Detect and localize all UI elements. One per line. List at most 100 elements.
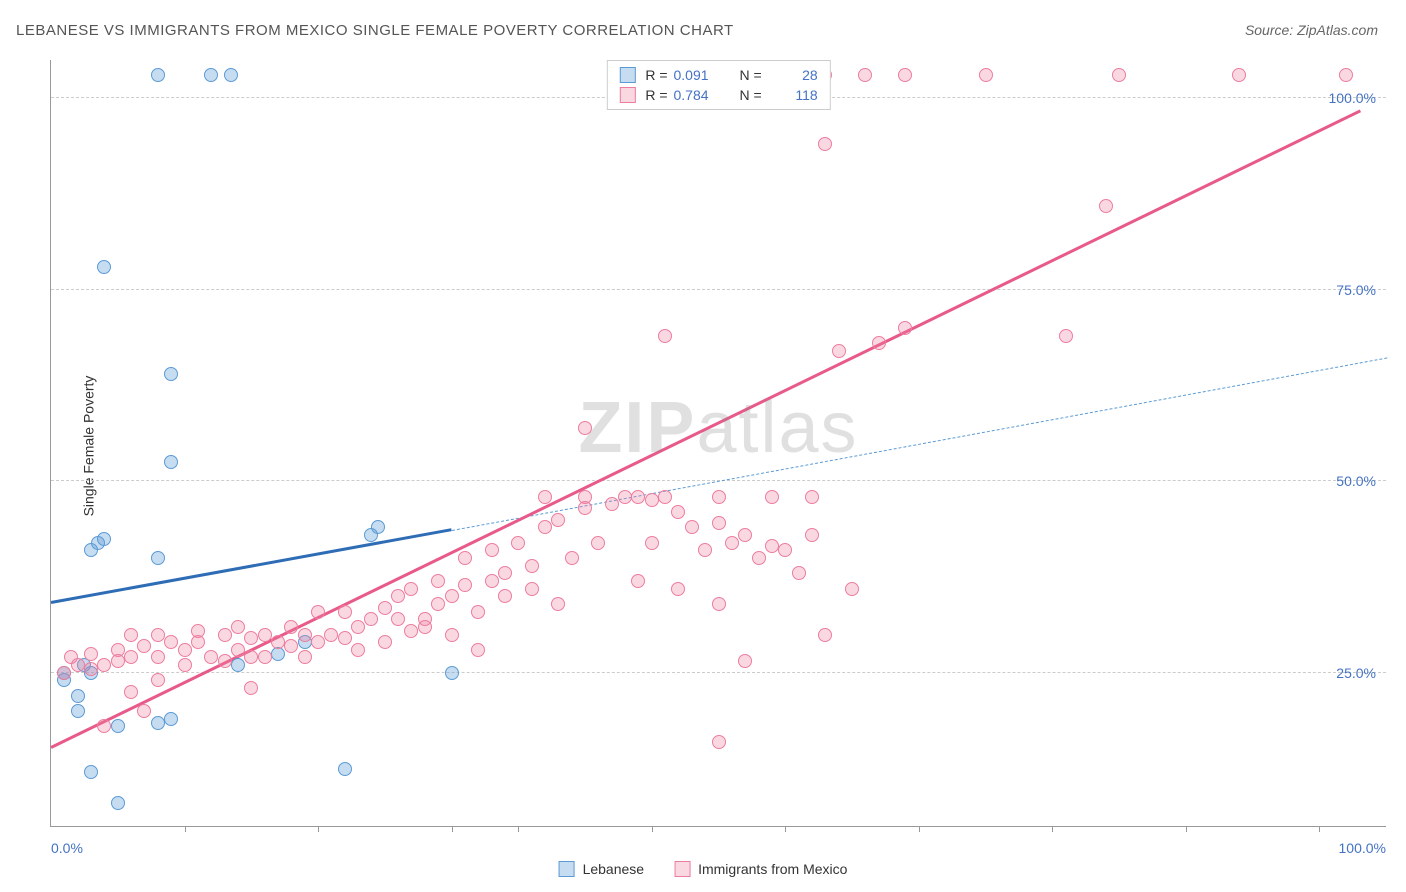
- scatter-point: [84, 543, 98, 557]
- legend-n-label: N =: [740, 67, 762, 83]
- scatter-point: [818, 628, 832, 642]
- scatter-point: [471, 643, 485, 657]
- scatter-point: [71, 704, 85, 718]
- scatter-point: [538, 520, 552, 534]
- y-tick-label: 25.0%: [1336, 665, 1376, 681]
- scatter-point: [271, 635, 285, 649]
- chart-container: LEBANESE VS IMMIGRANTS FROM MEXICO SINGL…: [0, 0, 1406, 892]
- scatter-point: [164, 635, 178, 649]
- scatter-point: [151, 628, 165, 642]
- scatter-point: [765, 490, 779, 504]
- legend-r-label: R =: [645, 87, 667, 103]
- x-tick: [1319, 826, 1320, 832]
- scatter-point: [485, 543, 499, 557]
- scatter-point: [244, 631, 258, 645]
- series-legend: Lebanese Immigrants from Mexico: [559, 861, 848, 877]
- scatter-point: [805, 490, 819, 504]
- scatter-point: [178, 658, 192, 672]
- scatter-point: [712, 597, 726, 611]
- scatter-point: [258, 628, 272, 642]
- scatter-point: [471, 605, 485, 619]
- scatter-point: [898, 68, 912, 82]
- scatter-point: [525, 559, 539, 573]
- scatter-point: [244, 681, 258, 695]
- scatter-point: [898, 321, 912, 335]
- scatter-point: [431, 597, 445, 611]
- scatter-point: [124, 685, 138, 699]
- scatter-point: [1232, 68, 1246, 82]
- scatter-point: [591, 536, 605, 550]
- scatter-point: [364, 612, 378, 626]
- legend-label-lebanese: Lebanese: [583, 861, 645, 877]
- x-tick: [785, 826, 786, 832]
- scatter-point: [498, 589, 512, 603]
- x-tick: [318, 826, 319, 832]
- scatter-point: [712, 735, 726, 749]
- scatter-point: [298, 628, 312, 642]
- scatter-point: [565, 551, 579, 565]
- scatter-point: [1112, 68, 1126, 82]
- scatter-point: [84, 647, 98, 661]
- legend-item-mexico: Immigrants from Mexico: [674, 861, 847, 877]
- scatter-point: [231, 620, 245, 634]
- scatter-point: [338, 762, 352, 776]
- scatter-point: [631, 490, 645, 504]
- x-tick-label: 0.0%: [51, 840, 83, 856]
- scatter-point: [97, 719, 111, 733]
- scatter-point: [124, 650, 138, 664]
- scatter-point: [204, 650, 218, 664]
- legend-n-value-lebanese: 28: [768, 67, 818, 83]
- x-tick: [518, 826, 519, 832]
- scatter-point: [84, 765, 98, 779]
- scatter-point: [71, 689, 85, 703]
- scatter-point: [431, 574, 445, 588]
- gridline: [51, 672, 1386, 673]
- scatter-point: [498, 566, 512, 580]
- watermark-bold: ZIP: [578, 388, 696, 468]
- scatter-point: [378, 635, 392, 649]
- scatter-point: [151, 551, 165, 565]
- scatter-point: [137, 704, 151, 718]
- scatter-point: [151, 673, 165, 687]
- scatter-point: [1099, 199, 1113, 213]
- scatter-point: [445, 666, 459, 680]
- scatter-point: [371, 520, 385, 534]
- scatter-point: [698, 543, 712, 557]
- legend-swatch-lebanese-icon: [559, 861, 575, 877]
- legend-swatch-mexico: [619, 87, 635, 103]
- scatter-point: [645, 493, 659, 507]
- scatter-point: [725, 536, 739, 550]
- scatter-point: [178, 643, 192, 657]
- scatter-point: [351, 643, 365, 657]
- legend-swatch-lebanese: [619, 67, 635, 83]
- scatter-point: [738, 528, 752, 542]
- scatter-point: [605, 497, 619, 511]
- legend-r-value-lebanese: 0.091: [674, 67, 724, 83]
- scatter-point: [284, 639, 298, 653]
- scatter-point: [1339, 68, 1353, 82]
- scatter-point: [671, 582, 685, 596]
- legend-n-label: N =: [740, 87, 762, 103]
- scatter-point: [64, 650, 78, 664]
- y-tick-label: 100.0%: [1329, 90, 1376, 106]
- scatter-point: [218, 654, 232, 668]
- legend-n-value-mexico: 118: [768, 87, 818, 103]
- scatter-point: [538, 490, 552, 504]
- correlation-legend: R = 0.091 N = 28 R = 0.784 N = 118: [606, 60, 830, 110]
- scatter-point: [1059, 329, 1073, 343]
- legend-r-label: R =: [645, 67, 667, 83]
- x-tick: [452, 826, 453, 832]
- scatter-point: [164, 367, 178, 381]
- scatter-point: [511, 536, 525, 550]
- scatter-point: [298, 650, 312, 664]
- scatter-point: [778, 543, 792, 557]
- scatter-point: [752, 551, 766, 565]
- scatter-point: [164, 712, 178, 726]
- y-tick-label: 50.0%: [1336, 473, 1376, 489]
- scatter-point: [458, 578, 472, 592]
- scatter-point: [231, 643, 245, 657]
- scatter-point: [578, 490, 592, 504]
- scatter-point: [658, 490, 672, 504]
- source-name: ZipAtlas.com: [1297, 22, 1378, 38]
- scatter-point: [485, 574, 499, 588]
